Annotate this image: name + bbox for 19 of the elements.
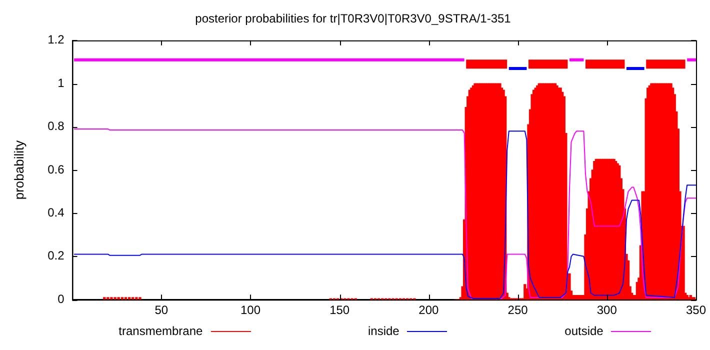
y-tick-label: 1 (58, 76, 65, 90)
y-tick-label: 0.2 (48, 248, 65, 263)
y-tick-label: 0 (58, 292, 65, 306)
y-axis-title: probability (11, 140, 26, 200)
chart-title: posterior probabilities for tr|T0R3V0|T0R3V0_9STRA/1-351 (195, 12, 512, 26)
x-tick-label: 100 (240, 303, 261, 318)
x-tick-label: 150 (330, 303, 350, 318)
x-tick-label: 200 (418, 303, 440, 318)
legend-label: inside (368, 324, 400, 338)
x-tick-label: 350 (686, 303, 706, 318)
y-tick-label: 0.4 (48, 206, 65, 220)
x-tick-label: 50 (154, 303, 168, 318)
legend-label: transmembrane (118, 324, 203, 338)
y-tick-label: 0.8 (48, 119, 65, 134)
y-tick-label: 1.2 (48, 32, 65, 47)
y-tick-label: 0.6 (48, 162, 65, 176)
legend-label: outside (564, 324, 604, 338)
x-tick-label: 300 (596, 303, 618, 318)
x-tick-label: 250 (508, 303, 528, 318)
